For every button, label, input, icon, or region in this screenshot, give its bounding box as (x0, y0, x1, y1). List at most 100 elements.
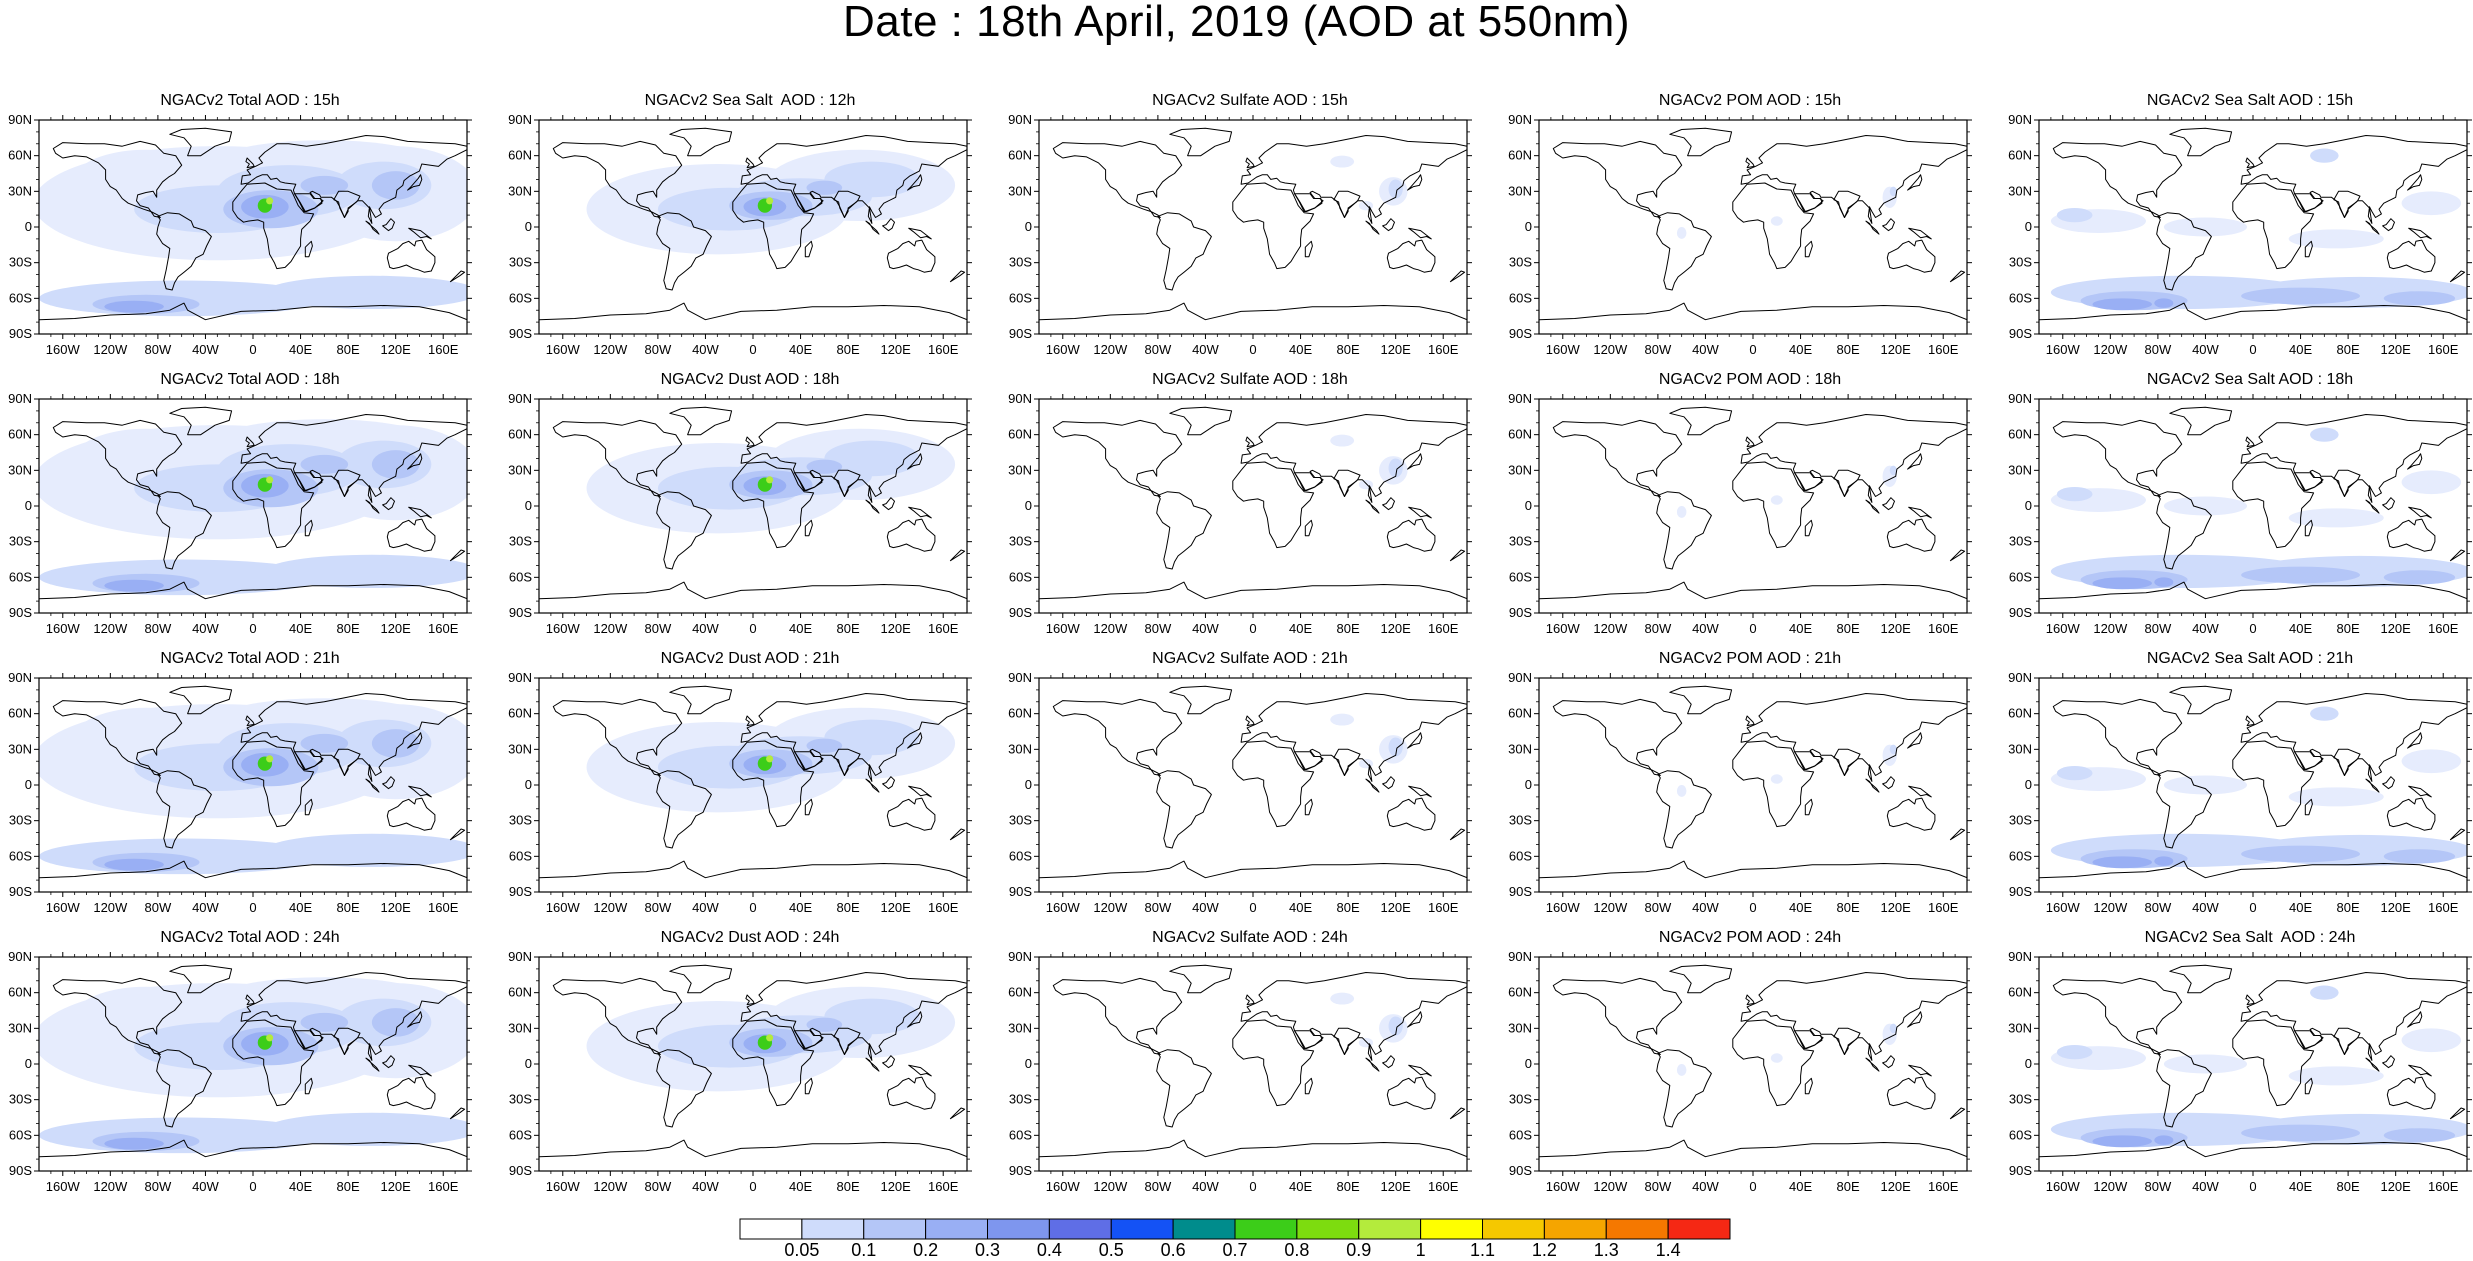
aod-region (2310, 427, 2339, 442)
map-panel: NGACv2 POM AOD : 15h 90N 60N 30N 0 30S 60S 90S 1… (1500, 92, 2000, 362)
panel-title: NGACv2 POM AOD : 21h (1658, 650, 1842, 667)
lon-label: 0 (2249, 900, 2256, 915)
coastline-antarctica (1539, 581, 1967, 613)
coastline-australia (1386, 239, 1436, 273)
world-map: 90N 60N 30N 0 30S 60S 90S 160W 120W 80W 40W 0 40E 80E… (1508, 391, 1972, 636)
coastline-sumatra (2365, 1057, 2380, 1072)
map-panel: NGACv2 Sea Salt AOD : 12h 90N 60N 30N 0 30S 60… (500, 92, 1000, 362)
coastline-antarctica (1039, 1139, 1467, 1171)
coastline-uk (745, 994, 755, 1006)
coastlines (1039, 127, 1467, 334)
lon-label: 40W (192, 621, 219, 636)
aod-region (2401, 191, 2462, 216)
coastline-antarctica (1039, 581, 1467, 613)
aod-region (2241, 1124, 2360, 1142)
colorbar-swatch (801, 1218, 865, 1240)
lon-label: 80W (2145, 621, 2172, 636)
coastline-japan (1407, 174, 1423, 191)
coastline-australia (886, 239, 936, 273)
coastline-greenland (169, 685, 233, 715)
coastline-south-america (1156, 1049, 1212, 1128)
lat-label: 90N (1008, 670, 1032, 685)
lat-label: 60S (1509, 848, 1532, 863)
coastline-madagascar (2304, 240, 2313, 258)
aod-field (1539, 399, 1967, 613)
coastline-japan (407, 1011, 423, 1028)
lon-label: 120W (593, 621, 628, 636)
aod-region (104, 579, 164, 592)
lon-label: 160E (1928, 621, 1959, 636)
coastline-japan (907, 732, 923, 749)
lon-label: 80E (337, 621, 360, 636)
coastlines (39, 964, 467, 1171)
lon-label: 120E (1880, 621, 1911, 636)
coastline-borneo (1882, 218, 1895, 232)
coastline-uk (2245, 436, 2255, 448)
lon-label: 0 (749, 342, 756, 357)
lon-label: 160W (46, 1179, 81, 1194)
coastline-africa (1732, 1019, 1815, 1107)
coastline-borneo (1382, 776, 1395, 790)
coastline-greenland (1169, 685, 1233, 715)
coastline-india (333, 748, 361, 776)
world-map: 90N 60N 30N 0 30S 60S 90S 160W 120W 80W 40W 0 40E 80E… (2008, 112, 2472, 357)
aod-region (1889, 465, 1897, 476)
coastline-new-zealand (1949, 1107, 1966, 1120)
colorbar-label: 1.3 (1594, 1240, 1619, 1258)
coastline-new-guinea (408, 506, 432, 519)
coastline-antarctica (1539, 860, 1967, 892)
map-panel: NGACv2 POM AOD : 24h 90N 60N 30N 0 30S 60S 90S 1… (1500, 929, 2000, 1199)
coastline-new-guinea (1908, 227, 1932, 240)
lon-label: 120W (93, 900, 128, 915)
lon-label: 40E (289, 1179, 312, 1194)
lat-label: 0 (25, 777, 32, 792)
coastline-south-america (2156, 1049, 2212, 1128)
coastline-arabia (1794, 1030, 1823, 1049)
lat-label: 60N (8, 427, 32, 442)
lon-label: 80E (837, 342, 860, 357)
coastline-madagascar (2304, 519, 2313, 537)
map-panel: NGACv2 Sulfate AOD : 18h 90N 60N 30N 0 30S 60S… (1000, 371, 1500, 641)
lon-label: 160E (1428, 621, 1459, 636)
coastline-madagascar (304, 519, 313, 537)
coastline-new-guinea (908, 227, 932, 240)
lat-label: 0 (2025, 777, 2032, 792)
coastline-arabia (1294, 193, 1323, 212)
aod-region (300, 175, 349, 195)
aod-region (2383, 291, 2456, 306)
coastline-india (833, 190, 861, 218)
coastlines (39, 685, 467, 892)
lat-label: 30S (1509, 255, 1532, 270)
coastline-uk (2245, 715, 2255, 727)
lat-label: 30S (1009, 255, 1032, 270)
coastline-new-guinea (908, 785, 932, 798)
aod-field (539, 399, 967, 613)
lon-label: 80W (145, 621, 172, 636)
panel-title: NGACv2 Sea Salt AOD : 24h (2144, 929, 2356, 946)
coastline-south-america (156, 491, 212, 570)
coastline-india (333, 1027, 361, 1055)
lon-label: 120E (1380, 621, 1411, 636)
lon-label: 40E (1289, 342, 1312, 357)
aod-field (2039, 678, 2467, 892)
lon-label: 160E (2428, 1179, 2459, 1194)
coastline-greenland (1669, 127, 1733, 157)
coastline-borneo (1882, 497, 1895, 511)
coastline-borneo (1382, 497, 1395, 511)
coastline-north-america (2052, 419, 2183, 497)
lon-label: 0 (1249, 342, 1256, 357)
lat-label: 60N (2008, 427, 2032, 442)
lon-label: 80W (645, 621, 672, 636)
coastline-new-guinea (1408, 1064, 1432, 1077)
lat-label: 30S (1509, 534, 1532, 549)
aod-region (2092, 577, 2152, 590)
lon-label: 160W (46, 621, 81, 636)
coastline-south-america (1656, 770, 1712, 849)
coastline-australia (1386, 518, 1436, 552)
coastline-new-guinea (1908, 506, 1932, 519)
colorbar-swatch (1605, 1218, 1669, 1240)
coastline-madagascar (1804, 1077, 1813, 1095)
aod-region (1889, 744, 1897, 755)
lon-label: 0 (2249, 342, 2256, 357)
coastline-madagascar (804, 519, 813, 537)
